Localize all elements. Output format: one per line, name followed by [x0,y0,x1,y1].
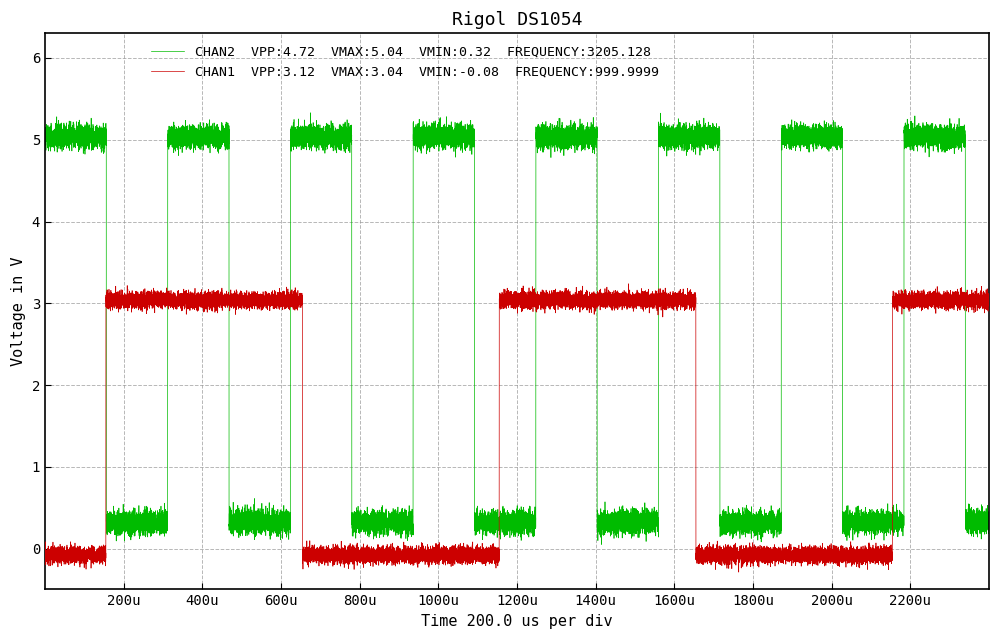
CHAN1  VPP:3.12  VMAX:3.04  VMIN:-0.08  FREQUENCY:999.9999 [540,302,552,310]
CHAN1  VPP:3.12  VMAX:3.04  VMIN:-0.08  FREQUENCY:999.9999 [650,290,662,298]
CHAN2  VPP:4.72  VMAX:5.04  VMIN:0.32  FREQUENCY:3205.128 [949,135,961,143]
Line: CHAN2  VPP:4.72  VMAX:5.04  VMIN:0.32  FREQUENCY:3205.128: CHAN2 VPP:4.72 VMAX:5.04 VMIN:0.32 FREQU… [45,113,989,545]
Legend: CHAN2  VPP:4.72  VMAX:5.04  VMIN:0.32  FREQUENCY:3205.128, CHAN1  VPP:3.12  VMAX: CHAN2 VPP:4.72 VMAX:5.04 VMIN:0.32 FREQU… [146,40,664,84]
CHAN2  VPP:4.72  VMAX:5.04  VMIN:0.32  FREQUENCY:3205.128 [683,136,695,144]
Y-axis label: Voltage in V: Voltage in V [11,257,26,366]
X-axis label: Time 200.0 us per div: Time 200.0 us per div [421,614,613,629]
CHAN1  VPP:3.12  VMAX:3.04  VMIN:-0.08  FREQUENCY:999.9999 [622,280,634,287]
CHAN1  VPP:3.12  VMAX:3.04  VMIN:-0.08  FREQUENCY:999.9999 [733,568,745,576]
CHAN1  VPP:3.12  VMAX:3.04  VMIN:-0.08  FREQUENCY:999.9999 [949,294,961,302]
CHAN2  VPP:4.72  VMAX:5.04  VMIN:0.32  FREQUENCY:3205.128 [304,109,316,116]
CHAN2  VPP:4.72  VMAX:5.04  VMIN:0.32  FREQUENCY:3205.128 [596,541,608,548]
CHAN2  VPP:4.72  VMAX:5.04  VMIN:0.32  FREQUENCY:3205.128 [983,514,995,522]
Title: Rigol DS1054: Rigol DS1054 [452,11,582,29]
Line: CHAN1  VPP:3.12  VMAX:3.04  VMIN:-0.08  FREQUENCY:999.9999: CHAN1 VPP:3.12 VMAX:3.04 VMIN:-0.08 FREQ… [45,284,989,572]
CHAN1  VPP:3.12  VMAX:3.04  VMIN:-0.08  FREQUENCY:999.9999 [172,291,184,298]
CHAN1  VPP:3.12  VMAX:3.04  VMIN:-0.08  FREQUENCY:999.9999 [49,546,61,554]
CHAN2  VPP:4.72  VMAX:5.04  VMIN:0.32  FREQUENCY:3205.128 [172,132,184,140]
CHAN2  VPP:4.72  VMAX:5.04  VMIN:0.32  FREQUENCY:3205.128 [49,134,61,142]
CHAN2  VPP:4.72  VMAX:5.04  VMIN:0.32  FREQUENCY:3205.128 [39,134,51,141]
CHAN1  VPP:3.12  VMAX:3.04  VMIN:-0.08  FREQUENCY:999.9999 [983,299,995,307]
CHAN1  VPP:3.12  VMAX:3.04  VMIN:-0.08  FREQUENCY:999.9999 [683,294,695,302]
CHAN2  VPP:4.72  VMAX:5.04  VMIN:0.32  FREQUENCY:3205.128 [540,131,552,138]
CHAN2  VPP:4.72  VMAX:5.04  VMIN:0.32  FREQUENCY:3205.128 [650,519,662,527]
CHAN1  VPP:3.12  VMAX:3.04  VMIN:-0.08  FREQUENCY:999.9999 [39,552,51,560]
